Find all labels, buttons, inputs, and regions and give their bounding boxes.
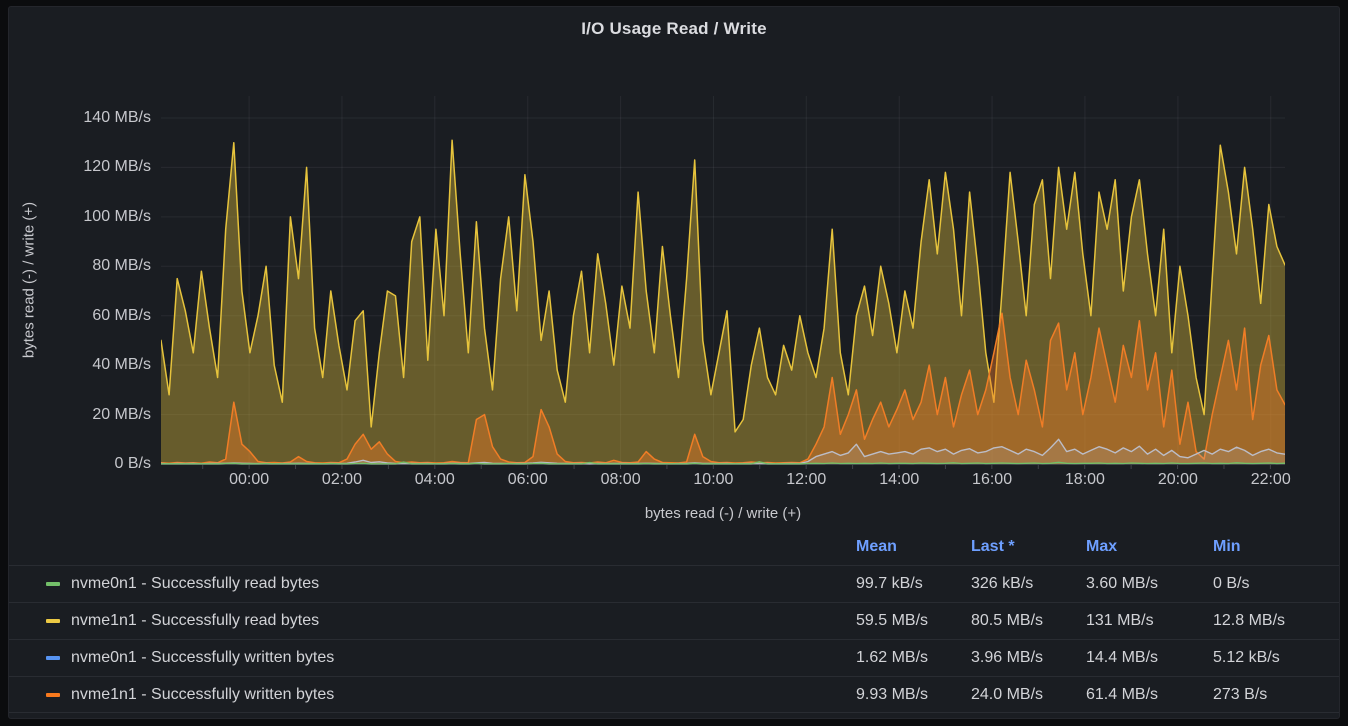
x-tick-label: 00:00: [229, 471, 270, 488]
series-label[interactable]: nvme1n1 - Successfully written bytes: [71, 685, 335, 703]
series-color-swatch[interactable]: [46, 656, 60, 660]
x-tick-label: 08:00: [600, 471, 641, 488]
stat-last: 80.5 MB/s: [971, 612, 1044, 629]
y-axis-tick-labels: 0 B/s 20 MB/s 40 MB/s 60 MB/s 80 MB/s 100 MB/…: [9, 96, 151, 472]
series-area: [161, 140, 1285, 464]
y-tick-label: 100 MB/s: [83, 207, 151, 225]
legend-row-nvme1n1-written: nvme1n1 - Successfully written bytes 9.9…: [9, 676, 1339, 713]
stat-last: 24.0 MB/s: [971, 685, 1044, 703]
stat-min: 5.12 kB/s: [1213, 649, 1280, 666]
y-tick-label: 60 MB/s: [92, 306, 151, 324]
legend-col-min[interactable]: Min: [1213, 538, 1241, 555]
stat-min: 273 B/s: [1213, 685, 1268, 703]
series-area: [161, 313, 1285, 464]
x-axis-tick-labels: 00:00 02:00 04:00 06:00 08:00 10:00 12:00 14:00…: [161, 471, 1291, 493]
x-tick-label: 12:00: [786, 471, 827, 488]
stat-mean: 9.93 MB/s: [856, 685, 929, 703]
series-color-swatch[interactable]: [46, 692, 60, 697]
legend-col-max[interactable]: Max: [1086, 538, 1118, 555]
x-tick-label: 14:00: [879, 471, 920, 488]
y-tick-label: 80 MB/s: [92, 257, 151, 275]
y-tick-label: 0 B/s: [114, 455, 151, 472]
x-tick-label: 18:00: [1064, 471, 1105, 488]
series-label[interactable]: nvme1n1 - Successfully read bytes: [71, 612, 320, 629]
series-line: [161, 139, 1285, 433]
legend-row-nvme0n1-written: nvme0n1 - Successfully written bytes 1.6…: [9, 639, 1339, 676]
x-tick-label: 16:00: [972, 471, 1013, 488]
series-label[interactable]: nvme0n1 - Successfully read bytes: [71, 575, 320, 592]
series-line: [161, 461, 1285, 465]
series-label[interactable]: nvme0n1 - Successfully written bytes: [71, 649, 335, 666]
stat-max: 3.60 MB/s: [1086, 575, 1159, 592]
x-tick-label: 06:00: [507, 471, 548, 488]
stat-max: 14.4 MB/s: [1086, 649, 1159, 666]
panel-title[interactable]: I/O Usage Read / Write: [581, 19, 767, 38]
x-tick-label: 20:00: [1157, 471, 1198, 488]
x-tick-label: 02:00: [321, 471, 362, 488]
legend-col-last[interactable]: Last *: [971, 538, 1015, 555]
stat-max: 61.4 MB/s: [1086, 685, 1159, 703]
legend-row-nvme0n1-read: nvme0n1 - Successfully read bytes 99.7 k…: [9, 565, 1339, 602]
chart-canvas[interactable]: [161, 96, 1285, 470]
series-area: [161, 439, 1285, 464]
stat-mean: 59.5 MB/s: [856, 612, 929, 629]
series-color-swatch[interactable]: [46, 619, 60, 623]
stat-min: 12.8 MB/s: [1213, 612, 1286, 629]
legend-row-nvme1n1-read: nvme1n1 - Successfully read bytes 59.5 M…: [9, 602, 1339, 639]
y-tick-label: 120 MB/s: [83, 158, 151, 176]
stat-max: 131 MB/s: [1086, 612, 1154, 629]
stat-last: 3.96 MB/s: [971, 649, 1044, 666]
y-tick-label: 40 MB/s: [92, 356, 151, 374]
x-tick-label: 10:00: [693, 471, 734, 488]
series-color-swatch[interactable]: [46, 582, 60, 586]
series-line: [161, 312, 1285, 465]
stat-mean: 1.62 MB/s: [856, 649, 929, 666]
legend-table: Mean Last * Max Min nvme0n1 - Successful…: [9, 529, 1339, 713]
x-tick-label: 04:00: [414, 471, 455, 488]
stat-min: 0 B/s: [1213, 575, 1250, 592]
io-usage-panel: I/O Usage Read / Write bytes read (-) / …: [8, 6, 1340, 719]
legend-col-mean[interactable]: Mean: [856, 538, 897, 555]
stat-last: 326 kB/s: [971, 575, 1034, 592]
x-tick-label: 22:00: [1250, 471, 1291, 488]
legend-header-row: Mean Last * Max Min: [9, 529, 1339, 565]
y-tick-label: 20 MB/s: [92, 405, 151, 423]
stat-mean: 99.7 kB/s: [856, 575, 923, 592]
x-axis-title: bytes read (-) / write (+): [644, 505, 802, 522]
y-tick-label: 140 MB/s: [83, 109, 151, 126]
